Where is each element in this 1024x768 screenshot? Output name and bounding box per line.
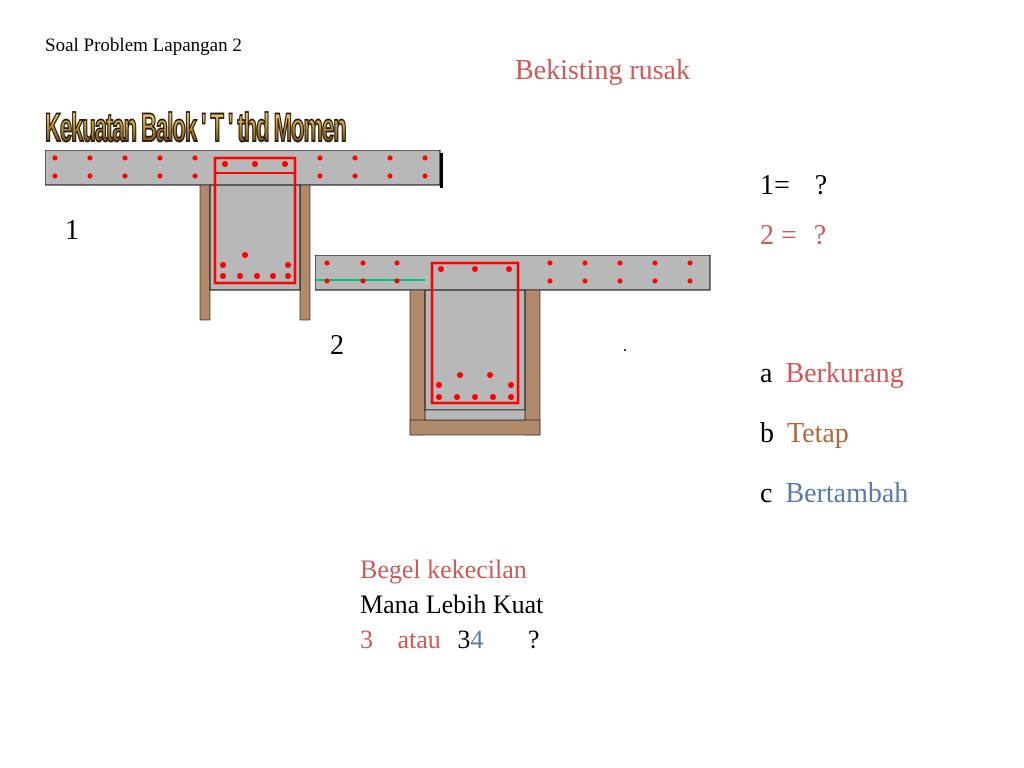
option-a-text: Berkurang xyxy=(785,358,903,389)
option-c-prefix: c xyxy=(760,478,772,509)
option-b: b Tetap xyxy=(760,418,849,450)
q1-right: ? xyxy=(815,170,827,201)
bottom-four: 4 xyxy=(470,625,483,654)
q2-right: ? xyxy=(814,220,826,251)
beam-1-label: 1 xyxy=(65,215,79,247)
problem-title: Soal Problem Lapangan 2 xyxy=(45,35,242,57)
option-c: c Bertambah xyxy=(760,478,908,510)
bottom-three2: 3 xyxy=(457,625,470,654)
option-a: a Berkurang xyxy=(760,358,904,390)
question-1: 1= ? xyxy=(760,170,827,202)
beam-2-label: 2 xyxy=(330,330,344,362)
option-b-prefix: b xyxy=(760,418,774,449)
option-a-prefix: a xyxy=(760,358,772,389)
wordart-title: Kekuatan Balok ' T ' thd Momen xyxy=(45,105,346,152)
q2-left: 2 = xyxy=(760,220,797,251)
bottom-three: 3 xyxy=(360,625,373,654)
bottom-atau: atau xyxy=(398,625,441,654)
wordart-title-text: Kekuatan Balok ' T ' thd Momen xyxy=(45,105,346,150)
option-c-text: Bertambah xyxy=(785,478,908,509)
bottom-line2: Mana Lebih Kuat xyxy=(360,587,543,622)
main-title: Bekisting rusak xyxy=(515,55,690,87)
beam-diagram-2 xyxy=(315,255,715,455)
bottom-block: Begel kekecilan Mana Lebih Kuat 3 atau 3… xyxy=(360,552,543,657)
q1-left: 1= xyxy=(760,170,790,201)
bottom-line1: Begel kekecilan xyxy=(360,552,543,587)
bottom-line3: 3 atau 34 ? xyxy=(360,622,543,657)
bottom-qmark: ? xyxy=(528,625,540,654)
question-2: 2 = ? xyxy=(760,220,826,252)
main-title-text: Bekisting rusak xyxy=(515,55,690,86)
problem-title-text: Soal Problem Lapangan 2 xyxy=(45,35,242,56)
option-b-text: Tetap xyxy=(787,418,849,449)
